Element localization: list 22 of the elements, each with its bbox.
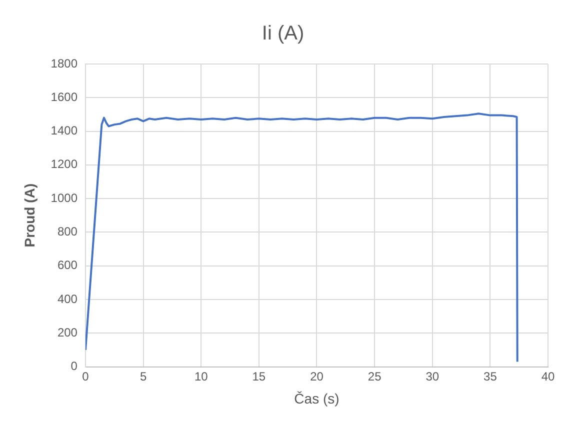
x-tick-label: 10 [194, 369, 208, 384]
y-tick-label: 0 [70, 359, 78, 374]
x-tick-label: 0 [82, 369, 90, 384]
x-tick-label: 25 [368, 369, 382, 384]
chart-title: Ii (A) [262, 22, 304, 45]
x-tick-label: 40 [541, 369, 555, 384]
x-tick-label: 5 [140, 369, 147, 384]
y-tick-label: 1000 [50, 190, 78, 205]
x-tick-label: 35 [484, 369, 498, 384]
y-tick-label: 200 [57, 325, 78, 340]
x-tick-label: 20 [310, 369, 324, 384]
x-axis-title: Čas (s) [294, 390, 340, 406]
x-tick-label: 15 [252, 369, 266, 384]
y-tick-label: 1400 [50, 124, 78, 138]
y-tick-label: 600 [57, 258, 78, 272]
y-axis-title: Proud (A) [21, 184, 38, 248]
y-tick-label: 1200 [50, 157, 78, 172]
y-tick-label: 800 [57, 224, 78, 239]
y-tick-label: 400 [57, 292, 78, 306]
y-tick-label: 1800 [50, 56, 78, 70]
y-tick-label: 1600 [50, 90, 78, 104]
x-tick-label: 30 [426, 369, 440, 384]
